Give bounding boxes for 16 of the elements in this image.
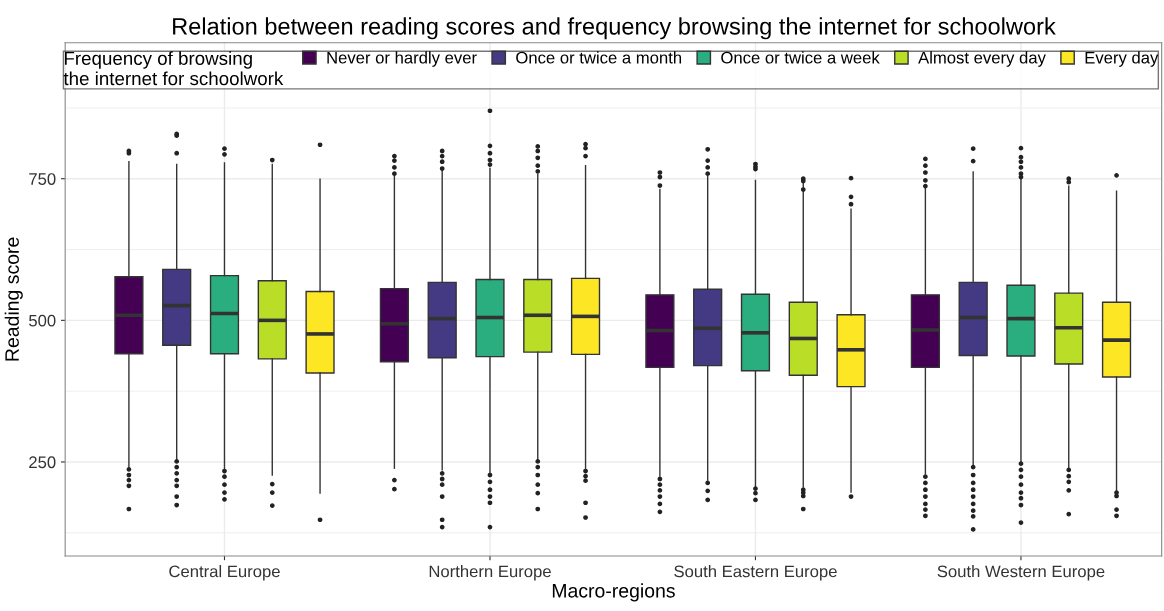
legend-label: Almost every day (918, 51, 1046, 67)
chart-title: Relation between reading scores and frequency browsing the internet for schoolwork (173, 17, 1056, 40)
y-axis-title: Reading score (4, 237, 23, 361)
y-tick-label: 500 (29, 314, 56, 327)
legend-label: Once or twice a month (516, 51, 682, 64)
legend-label: Once or twice a week (721, 51, 880, 64)
x-tick-label: South Western Europe (937, 565, 1105, 581)
x-tick-label: South Eastern Europe (674, 565, 837, 581)
legend-label: Every day (1085, 51, 1159, 67)
y-tick-label: 250 (29, 456, 56, 469)
x-axis-title: Macro-regions (552, 583, 675, 602)
y-tick-label: 750 (29, 173, 56, 185)
legend-label: Never or hardly ever (327, 51, 477, 67)
x-tick-label: Central Europe (169, 565, 280, 581)
legend-title: Frequency of browsing the internet for schoolwork (63, 51, 284, 86)
x-tick-label: Northern Europe (429, 565, 551, 581)
